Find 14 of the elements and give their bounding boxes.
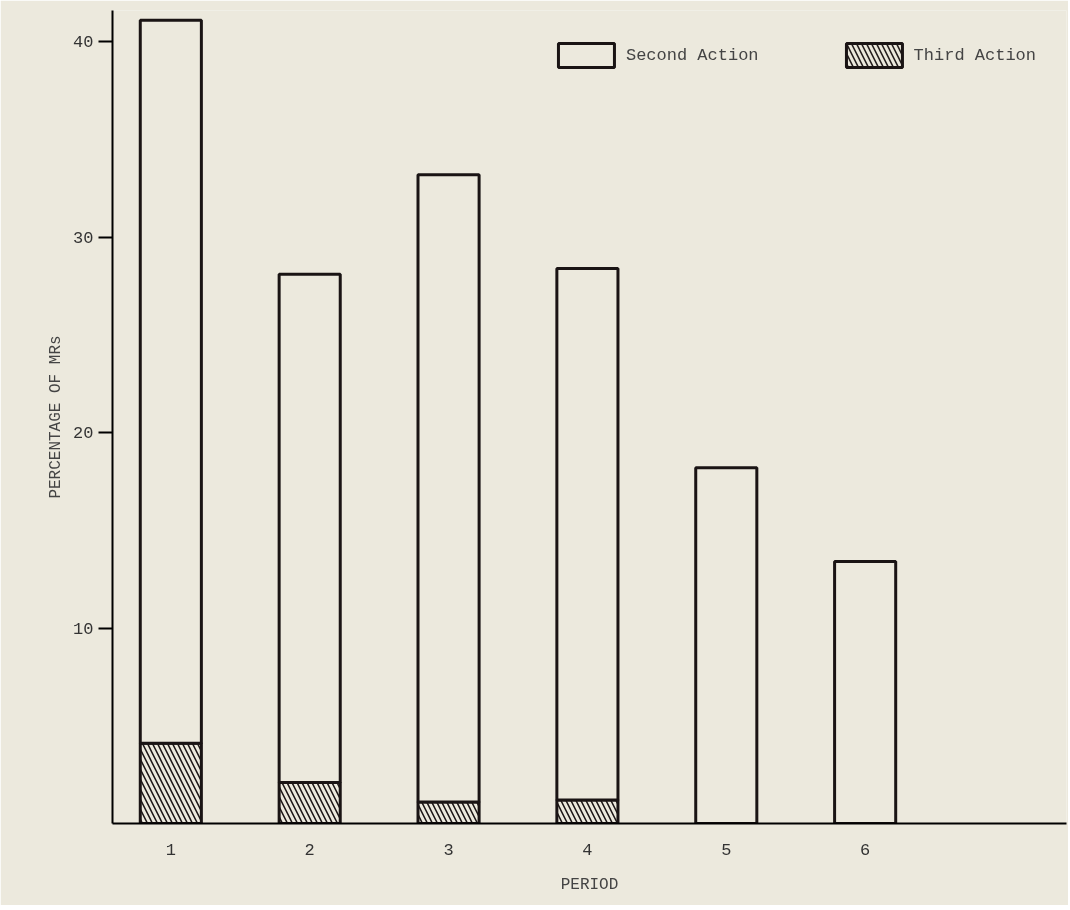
x-tick-label: 3 <box>443 840 454 860</box>
y-tick-label: 30 <box>73 228 94 248</box>
x-tick-label: 5 <box>721 840 732 860</box>
y-tick-label: 10 <box>73 619 94 639</box>
x-tick-label: 2 <box>304 840 315 860</box>
x-tick-label: 4 <box>582 840 593 860</box>
x-axis-title: PERIOD <box>560 875 619 894</box>
x-tick-label: 1 <box>165 840 176 860</box>
legend-label: Third Action <box>913 45 1036 65</box>
y-tick-label: 20 <box>73 424 94 444</box>
y-axis-title: PERCENTAGE OF MRs <box>47 335 66 499</box>
x-tick-label: 6 <box>860 840 871 860</box>
legend-label: Second Action <box>625 45 759 65</box>
y-tick-label: 40 <box>73 33 94 53</box>
